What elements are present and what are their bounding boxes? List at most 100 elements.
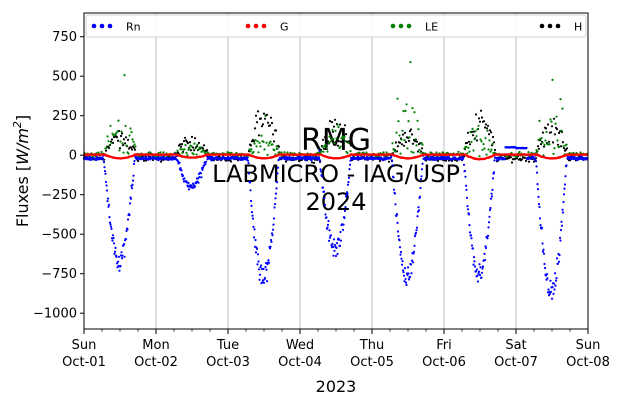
point-Rn (319, 168, 322, 171)
point-H (478, 120, 482, 123)
point-LE (468, 150, 471, 153)
point-H (268, 124, 272, 127)
point-H (322, 147, 326, 150)
point-Rn (348, 163, 352, 166)
point-LE (344, 140, 347, 143)
point-Rn (344, 206, 347, 209)
point-H (539, 143, 543, 146)
point-H (120, 132, 124, 135)
point-Rn (346, 183, 350, 186)
point-Rn (478, 263, 481, 266)
point-Rn (178, 161, 181, 164)
point-H (387, 160, 391, 163)
legend-label-LE: LE (425, 21, 438, 34)
point-LE (327, 142, 330, 145)
point-Rn (269, 238, 273, 242)
point-H (312, 161, 316, 164)
point-LE (110, 141, 113, 144)
point-Rn (145, 155, 148, 158)
point-LE (336, 123, 339, 126)
point-Rn (199, 172, 203, 175)
x-tick-label-date: Oct-05 (350, 355, 394, 370)
point-Rn (546, 277, 549, 280)
point-LE (479, 138, 482, 141)
legend-marker-H (539, 23, 545, 29)
point-Rn (111, 234, 115, 237)
point-H (485, 127, 489, 130)
point-Rn (187, 188, 191, 191)
point-LE (249, 150, 252, 153)
point-Rn (534, 160, 538, 163)
point-Rn (562, 193, 566, 196)
point-LE (269, 140, 272, 143)
point-LE (332, 138, 335, 141)
point-H (124, 136, 128, 139)
x-tick-label-day: Mon (142, 338, 169, 353)
point-LE (329, 140, 332, 143)
point-Rn (113, 250, 117, 253)
legend-marker-H (555, 23, 561, 29)
point-H (266, 121, 270, 124)
point-Rn (113, 252, 116, 255)
point-H (536, 145, 540, 148)
point-Rn (410, 259, 414, 262)
point-Rn (394, 203, 397, 206)
point-Rn (559, 228, 563, 232)
point-Rn (557, 260, 561, 263)
point-Rn (180, 169, 183, 172)
point-LE (394, 150, 397, 153)
point-LE (266, 153, 269, 156)
point-Rn (476, 274, 479, 277)
point-H (410, 133, 414, 136)
y-tick-label: −750 (41, 267, 77, 282)
point-Rn (259, 266, 262, 269)
point-LE (474, 130, 477, 133)
point-LE (257, 151, 260, 154)
point-LE (480, 140, 483, 143)
point-H (119, 134, 123, 138)
point-LE (485, 153, 488, 156)
point-LE (385, 151, 388, 154)
point-H (486, 124, 490, 127)
point-Rn (396, 221, 399, 224)
point-H (341, 143, 345, 146)
point-Rn (555, 257, 559, 260)
point-LE (400, 138, 403, 141)
point-H (468, 143, 472, 146)
point-Rn (503, 158, 507, 161)
point-H (467, 140, 471, 143)
point-Rn (334, 254, 338, 258)
point-Rn (256, 263, 259, 266)
point-H (188, 141, 192, 144)
point-LE (132, 140, 135, 143)
point-H (340, 140, 344, 143)
point-Rn (486, 237, 489, 240)
point-Rn (317, 157, 321, 160)
point-Rn (470, 244, 474, 247)
point-H (509, 156, 513, 159)
point-Rn (417, 206, 420, 209)
watermark: RMG LABMICRO - IAG/USP 2024 (212, 123, 460, 216)
point-Rn (250, 211, 254, 214)
point-Rn (402, 271, 405, 274)
point-H (537, 147, 541, 150)
point-LE (349, 150, 352, 153)
point-H (493, 148, 497, 152)
point-Rn (487, 226, 490, 229)
point-H (254, 114, 258, 117)
point-H (561, 141, 565, 144)
point-Rn (411, 261, 415, 264)
point-LE (267, 144, 270, 147)
x-tick-label-date: Oct-03 (206, 355, 250, 370)
point-Rn (554, 284, 557, 287)
point-H (520, 158, 524, 161)
point-Rn (419, 178, 423, 181)
point-Rn (463, 169, 467, 173)
point-H (205, 149, 209, 152)
point-Rn (248, 181, 252, 184)
point-Rn (114, 246, 117, 249)
point-LE (397, 120, 400, 123)
point-LE (128, 134, 131, 137)
point-Rn (413, 244, 416, 247)
point-LE (482, 143, 485, 146)
